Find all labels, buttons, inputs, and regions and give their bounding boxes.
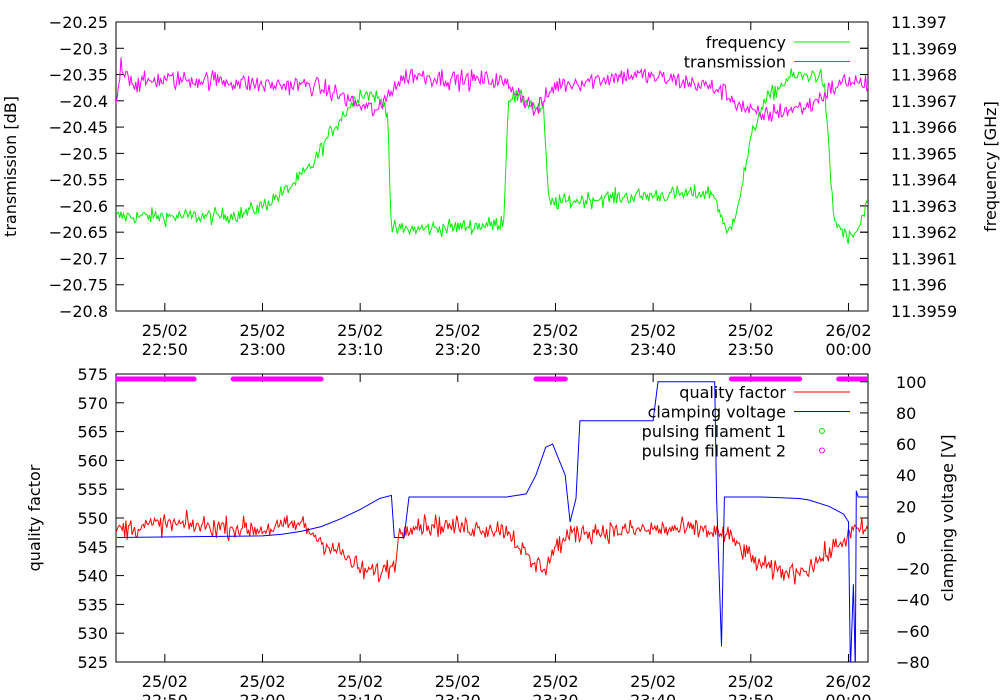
y2-tick-label: 40 bbox=[896, 466, 916, 485]
y-axis-label: transmission [dB] bbox=[1, 96, 20, 237]
x-tick-date: 25/02 bbox=[142, 321, 188, 340]
y2-tick-label: 20 bbox=[896, 497, 916, 516]
x-tick-time: 22:50 bbox=[142, 340, 188, 359]
y2-tick-label: −40 bbox=[896, 591, 930, 610]
x-tick-time: 23:10 bbox=[337, 340, 383, 359]
y2-tick-label: 60 bbox=[896, 435, 916, 454]
y2-tick-label: 11.3963 bbox=[891, 197, 957, 216]
y2-tick-label: −80 bbox=[896, 653, 930, 672]
y-tick-label: 555 bbox=[77, 480, 108, 499]
y-tick-label: −20.65 bbox=[49, 223, 108, 242]
y2-axis-label: frequency [GHz] bbox=[981, 101, 1000, 232]
x-tick-date: 25/02 bbox=[435, 321, 481, 340]
x-tick-time: 23:10 bbox=[337, 691, 383, 700]
x-tick-time: 23:00 bbox=[239, 691, 285, 700]
x-tick-time: 00:00 bbox=[825, 691, 871, 700]
plot-area bbox=[116, 376, 868, 662]
y2-tick-label: 11.3969 bbox=[891, 39, 957, 58]
y2-tick-label: 11.396 bbox=[891, 276, 947, 295]
y-tick-label: −20.5 bbox=[59, 144, 108, 163]
y-tick-label: 560 bbox=[77, 451, 108, 470]
y-tick-label: −20.55 bbox=[49, 171, 108, 190]
legend-label: frequency bbox=[706, 33, 786, 52]
y-tick-label: −20.7 bbox=[59, 249, 108, 268]
x-tick-date: 25/02 bbox=[239, 672, 285, 691]
x-tick-date: 25/02 bbox=[532, 672, 578, 691]
x-tick-date: 25/02 bbox=[532, 321, 578, 340]
y-tick-label: 545 bbox=[77, 538, 108, 557]
y-tick-label: −20.4 bbox=[59, 92, 108, 111]
x-tick-date: 25/02 bbox=[239, 321, 285, 340]
x-tick-time: 23:30 bbox=[532, 340, 578, 359]
y-tick-label: 540 bbox=[77, 567, 108, 586]
x-tick-time: 23:40 bbox=[630, 691, 676, 700]
x-tick-date: 25/02 bbox=[337, 321, 383, 340]
y2-tick-label: 11.3959 bbox=[891, 302, 957, 321]
x-tick-time: 23:00 bbox=[239, 340, 285, 359]
plot-area bbox=[116, 57, 868, 245]
x-tick-date: 25/02 bbox=[142, 672, 188, 691]
y2-tick-label: 11.3962 bbox=[891, 223, 957, 242]
y-tick-label: 565 bbox=[77, 423, 108, 442]
y-tick-label: −20.8 bbox=[59, 302, 108, 321]
y-tick-label: −20.45 bbox=[49, 118, 108, 137]
y2-tick-label: −20 bbox=[896, 560, 930, 579]
top-panel: −20.25 −20.3 −20.35 −20.4 −20.45 −20.5 −20.55 −… bbox=[1, 13, 1000, 359]
y2-tick-label: 11.3966 bbox=[891, 118, 957, 137]
plot-frame bbox=[115, 21, 869, 312]
x-tick-date: 25/02 bbox=[728, 321, 774, 340]
y-tick-label: −20.25 bbox=[49, 13, 108, 32]
x-tick-date: 26/02 bbox=[825, 672, 871, 691]
x-tick-time: 23:50 bbox=[728, 340, 774, 359]
y-tick-label: 575 bbox=[77, 365, 108, 384]
x-tick-time: 00:00 bbox=[825, 340, 871, 359]
x-tick-date: 25/02 bbox=[435, 672, 481, 691]
y2-tick-label: 11.3961 bbox=[891, 249, 957, 268]
x-tick-time: 23:20 bbox=[435, 340, 481, 359]
y2-tick-label: 11.3965 bbox=[891, 144, 957, 163]
legend-label: pulsing filament 1 bbox=[642, 422, 786, 441]
x-tick-date: 25/02 bbox=[728, 672, 774, 691]
y2-tick-label: 80 bbox=[896, 404, 916, 423]
x-tick-date: 25/02 bbox=[337, 672, 383, 691]
y-tick-label: −20.35 bbox=[49, 66, 108, 85]
y2-tick-label: 11.3967 bbox=[891, 92, 957, 111]
y-tick-label: 550 bbox=[77, 509, 108, 528]
y-tick-label: 525 bbox=[77, 653, 108, 672]
x-tick-date: 25/02 bbox=[630, 672, 676, 691]
legend-marker bbox=[819, 447, 825, 454]
y-tick-label: 530 bbox=[77, 624, 108, 643]
y2-tick-label: 11.3964 bbox=[891, 171, 957, 190]
legend-label: clamping voltage bbox=[648, 403, 786, 422]
x-tick-date: 26/02 bbox=[825, 321, 871, 340]
series-line-transmission bbox=[116, 57, 868, 122]
y-tick-label: 570 bbox=[77, 394, 108, 413]
x-tick-time: 23:30 bbox=[532, 691, 578, 700]
legend-label: pulsing filament 2 bbox=[642, 442, 786, 461]
y2-axis-label: clamping voltage [V] bbox=[938, 435, 957, 602]
y-tick-label: −20.75 bbox=[49, 276, 108, 295]
y2-tick-label: 11.397 bbox=[891, 13, 947, 32]
y2-tick-label: 100 bbox=[896, 373, 927, 392]
series-line-clamping-voltage bbox=[116, 381, 868, 662]
legend-marker bbox=[819, 428, 825, 434]
y2-tick-label: 0 bbox=[896, 528, 906, 547]
x-tick-time: 22:50 bbox=[142, 691, 188, 700]
x-tick-time: 23:50 bbox=[728, 691, 774, 700]
y-tick-label: 535 bbox=[77, 595, 108, 614]
series-line-quality-factor bbox=[116, 509, 868, 585]
legend-label: transmission bbox=[684, 53, 786, 72]
x-tick-time: 23:40 bbox=[630, 340, 676, 359]
x-tick-date: 25/02 bbox=[630, 321, 676, 340]
y-tick-label: −20.6 bbox=[59, 197, 108, 216]
y2-tick-label: −60 bbox=[896, 622, 930, 641]
x-tick-time: 23:20 bbox=[435, 691, 481, 700]
y-axis-label: quality factor bbox=[25, 464, 44, 571]
legend-label: quality factor bbox=[679, 383, 786, 402]
y2-tick-label: 11.3968 bbox=[891, 66, 957, 85]
series-line-frequency bbox=[116, 68, 868, 245]
y-tick-label: −20.3 bbox=[59, 39, 108, 58]
bottom-panel: 575 570 565 560 555 550 545 540 535 530 525 100 80 60… bbox=[25, 365, 957, 700]
